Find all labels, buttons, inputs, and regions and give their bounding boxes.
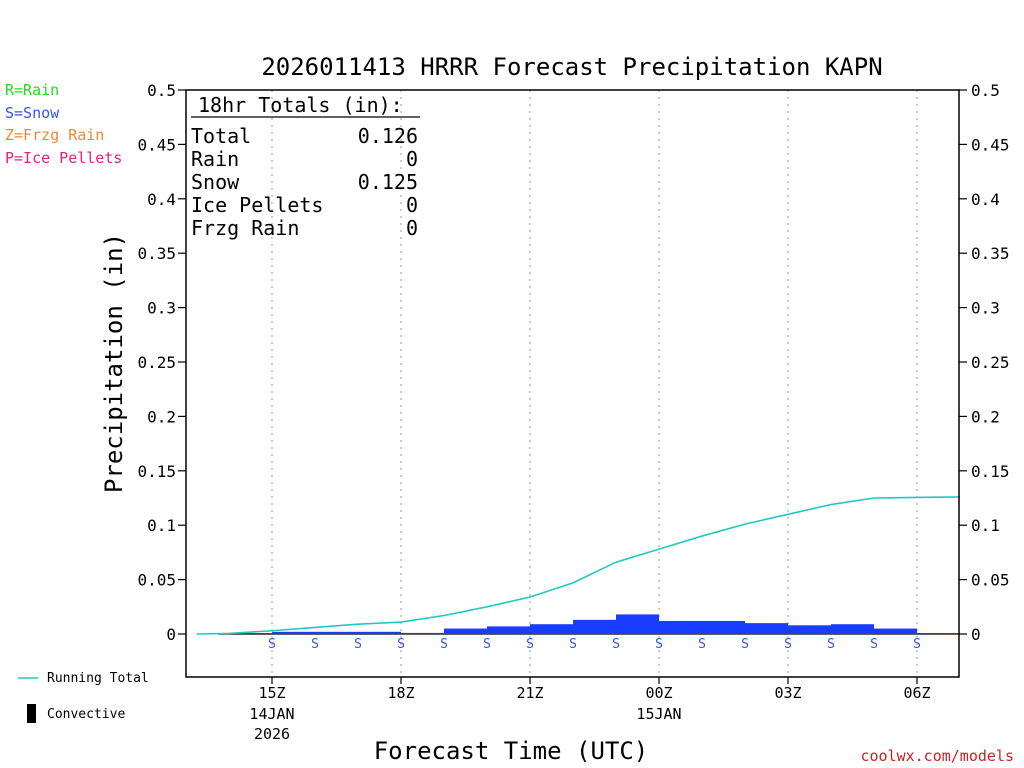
- legend-running-total-label: Running Total: [47, 671, 149, 686]
- ytick-label-left-5: 0.25: [137, 353, 176, 372]
- running-total-series: [196, 496, 961, 635]
- precip-bar-6: [487, 626, 530, 634]
- ytick-label-right-10: 0.5: [971, 81, 1000, 100]
- ytick-label-left-4: 0.2: [147, 407, 176, 426]
- precip-bar-15: [874, 628, 917, 634]
- legend-convective-label: Convective: [47, 707, 125, 722]
- ytick-label-right-5: 0.25: [971, 353, 1010, 372]
- totals-frzg-rain-label: Frzg Rain: [191, 216, 299, 240]
- ytick-label-left-6: 0.3: [147, 299, 176, 318]
- ptype-marker-3: S: [397, 637, 405, 652]
- ptype-marker-8: S: [612, 637, 620, 652]
- ytick-label-left-1: 0.05: [137, 571, 176, 590]
- xtick-sublabel-date-0: 14JAN: [249, 705, 294, 723]
- legend-ice-pellets: P=Ice Pellets: [5, 149, 122, 167]
- precip-bar-3: [358, 631, 401, 634]
- precip-bar-4: [401, 632, 444, 634]
- ytick-label-left-8: 0.4: [147, 190, 176, 209]
- totals-rain-label: Rain: [191, 147, 239, 171]
- ytick-label-right-7: 0.35: [971, 244, 1010, 263]
- ptype-marker-10: S: [698, 637, 706, 652]
- ptype-marker-7: S: [569, 637, 577, 652]
- ytick-label-right-9: 0.45: [971, 135, 1010, 154]
- legend-snow: S=Snow: [5, 104, 60, 122]
- ytick-label-right-2: 0.1: [971, 516, 1000, 535]
- credit-text: coolwx.com/models: [860, 747, 1014, 765]
- grid-lines: [218, 90, 959, 677]
- precip-bar-14: [831, 624, 874, 634]
- xtick-label-2: 21Z: [516, 684, 543, 702]
- precip-bar-2: [315, 631, 358, 634]
- totals-rain-value: 0: [406, 147, 418, 171]
- totals-total-value: 0.126: [358, 124, 418, 148]
- xtick-sublabel-date-3: 15JAN: [636, 705, 681, 723]
- ytick-label-left-0: 0: [166, 625, 176, 644]
- totals-heading: 18hr Totals (in):: [198, 93, 403, 117]
- y-axis-label: Precipitation (in): [100, 233, 128, 493]
- precip-bar-8: [573, 619, 616, 634]
- totals-snow-value: 0.125: [358, 170, 418, 194]
- xtick-label-5: 06Z: [903, 684, 930, 702]
- xtick-label-0: 15Z: [258, 684, 285, 702]
- ptype-marker-6: S: [526, 637, 534, 652]
- legend-frzg-rain: Z=Frzg Rain: [5, 126, 104, 144]
- precip-bar-12: [745, 623, 788, 634]
- ytick-label-right-6: 0.3: [971, 299, 1000, 318]
- y-axis-ticks: 0 00.05 0.050.1 0.10.15 0.150.2 0.20.25 0.250.…: [137, 81, 1009, 644]
- xtick-sublabel-year-0: 2026: [254, 725, 290, 743]
- x-axis-ticks: 15Z 14JAN 2026 18Z 21Z 00Z 15JAN 03Z 06Z: [249, 677, 931, 743]
- ptype-marker-11: S: [741, 637, 749, 652]
- legend-convective-swatch: [27, 704, 36, 723]
- precip-bar-1: [272, 631, 315, 634]
- precip-bar-16: [917, 633, 960, 634]
- totals-ice-pellets-label: Ice Pellets: [191, 193, 323, 217]
- precip-bar-5: [444, 628, 487, 634]
- ptype-marker-14: S: [870, 637, 878, 652]
- running-total-line: [196, 496, 961, 635]
- xtick-label-3: 00Z: [645, 684, 672, 702]
- xtick-label-4: 03Z: [774, 684, 801, 702]
- ytick-label-left-10: 0.5: [147, 81, 176, 100]
- ptype-marker-1: S: [311, 637, 319, 652]
- chart-title: 2026011413 HRRR Forecast Precipitation K…: [261, 53, 882, 81]
- ytick-label-left-2: 0.1: [147, 516, 176, 535]
- precip-bar-10: [659, 620, 702, 634]
- legend-rain: R=Rain: [5, 81, 59, 99]
- x-axis-label: Forecast Time (UTC): [374, 737, 649, 765]
- precip-bar-0: [229, 633, 272, 634]
- ytick-label-left-7: 0.35: [137, 244, 176, 263]
- ptype-marker-0: S: [268, 637, 276, 652]
- ptype-marker-15: S: [913, 637, 921, 652]
- totals-total-label: Total: [191, 124, 251, 148]
- ptype-marker-13: S: [827, 637, 835, 652]
- precip-bar-9: [616, 614, 659, 634]
- ptype-marker-5: S: [483, 637, 491, 652]
- totals-box: 18hr Totals (in): Total 0.126 Rain 0 Sno…: [191, 93, 420, 240]
- ptype-legend: R=Rain S=Snow Z=Frzg Rain P=Ice Pellets: [5, 81, 122, 167]
- ytick-label-right-4: 0.2: [971, 407, 1000, 426]
- ytick-label-right-3: 0.15: [971, 462, 1010, 481]
- series-legend: Running Total Convective: [18, 671, 149, 723]
- totals-ice-pellets-value: 0: [406, 193, 418, 217]
- ptype-marker-4: S: [440, 637, 448, 652]
- precip-bar-7: [530, 624, 573, 634]
- totals-frzg-rain-value: 0: [406, 216, 418, 240]
- ptype-marker-12: S: [784, 637, 792, 652]
- ptype-marker-2: S: [354, 637, 362, 652]
- ytick-label-left-9: 0.45: [137, 135, 176, 154]
- ytick-label-right-8: 0.4: [971, 190, 1000, 209]
- precip-bar-13: [788, 625, 831, 634]
- totals-snow-label: Snow: [191, 170, 240, 194]
- ytick-label-left-3: 0.15: [137, 462, 176, 481]
- ytick-label-right-0: 0: [971, 625, 981, 644]
- precip-bar-11: [702, 620, 745, 634]
- precipitation-bars: [229, 614, 960, 634]
- ytick-label-right-1: 0.05: [971, 571, 1010, 590]
- plot-frame: [185, 89, 960, 678]
- ptype-marker-9: S: [655, 637, 663, 652]
- xtick-label-1: 18Z: [387, 684, 414, 702]
